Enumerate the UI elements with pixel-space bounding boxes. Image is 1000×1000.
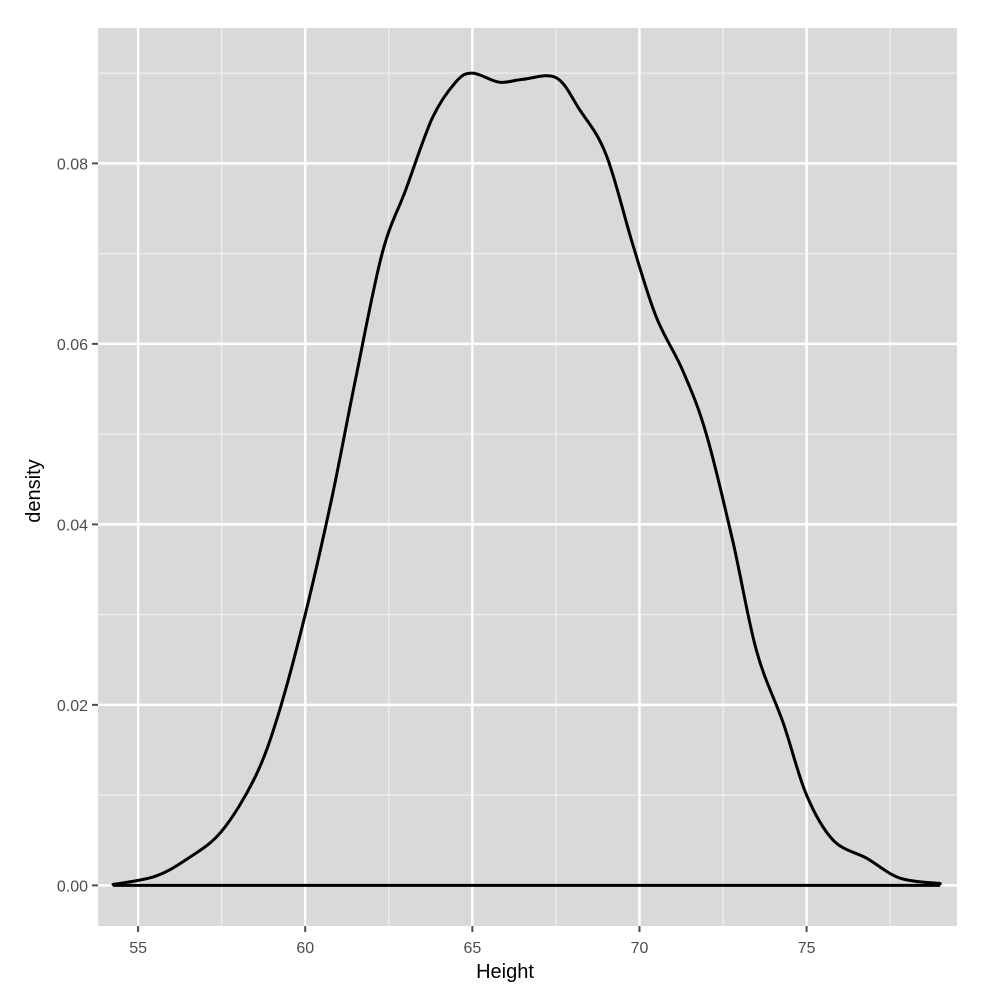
y-axis-title: density (23, 459, 45, 522)
y-tick-label: 0.08 (57, 156, 88, 173)
x-tick-label: 60 (296, 940, 314, 957)
density-curve (111, 71, 942, 886)
x-tick-label: 55 (129, 940, 147, 957)
y-tick-label: 0.06 (57, 337, 88, 354)
x-tick-label: 75 (798, 940, 816, 957)
x-tick-label: 65 (463, 940, 481, 957)
y-tick-label: 0.00 (57, 878, 88, 895)
y-tick-label: 0.02 (57, 698, 88, 715)
x-axis-title: Height (476, 961, 534, 983)
minor-gridlines (98, 28, 957, 926)
y-tick-label: 0.04 (57, 517, 88, 534)
plot-panel (98, 28, 957, 926)
x-tick-label: 70 (631, 940, 649, 957)
x-axis: 55 60 65 70 75 (129, 926, 816, 957)
y-axis: 0.00 0.02 0.04 0.06 0.08 (57, 156, 98, 895)
